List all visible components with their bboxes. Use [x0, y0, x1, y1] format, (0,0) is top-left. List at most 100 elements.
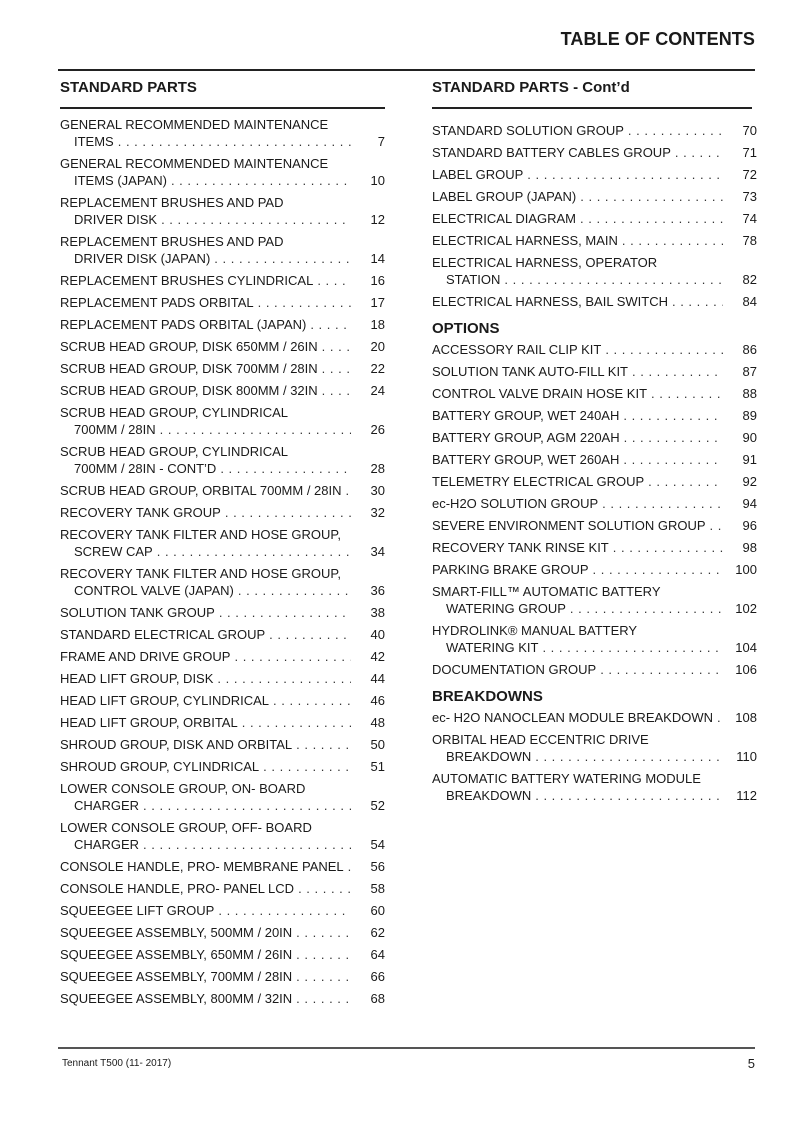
toc-entry[interactable]: SCRUB HEAD GROUP, ORBITAL 700MM / 28IN 30: [60, 479, 385, 501]
dot-leader: [622, 232, 723, 249]
entry-title: CONSOLE HANDLE, PRO- MEMBRANE PANEL: [60, 858, 344, 874]
dot-leader: [225, 504, 351, 521]
entry-line: HEAD LIFT GROUP, ORBITAL 48: [60, 714, 385, 731]
dot-leader: [317, 272, 351, 289]
toc-entry[interactable]: ELECTRICAL HARNESS, BAIL SWITCH 84: [432, 290, 757, 312]
entry-line-continued: SCREW CAP 34: [60, 543, 385, 560]
toc-entry[interactable]: TELEMETRY ELECTRICAL GROUP 92: [432, 470, 757, 492]
toc-entry[interactable]: BATTERY GROUP, AGM 220AH 90: [432, 426, 757, 448]
toc-entry[interactable]: CONSOLE HANDLE, PRO- MEMBRANE PANEL 56: [60, 855, 385, 877]
entry-title: CONTROL VALVE DRAIN HOSE KIT: [432, 385, 648, 401]
entry-line: SCRUB HEAD GROUP, CYLINDRICAL: [60, 443, 385, 460]
toc-entry[interactable]: REPLACEMENT BRUSHES CYLINDRICAL 16: [60, 269, 385, 291]
dot-leader: [602, 495, 723, 512]
toc-entry[interactable]: RECOVERY TANK RINSE KIT 98: [432, 536, 757, 558]
entry-title: SCRUB HEAD GROUP, CYLINDRICAL: [60, 404, 289, 420]
entry-title-continued: SCREW CAP: [74, 543, 153, 559]
toc-entry[interactable]: RECOVERY TANK GROUP 32: [60, 501, 385, 523]
entry-page-number: 112: [736, 787, 757, 803]
entry-title: ELECTRICAL HARNESS, BAIL SWITCH: [432, 293, 668, 309]
dot-leader: [542, 639, 723, 656]
toc-entry[interactable]: SCRUB HEAD GROUP, DISK 650MM / 26IN 20: [60, 335, 385, 357]
toc-entry[interactable]: LABEL GROUP (JAPAN) 73: [432, 185, 757, 207]
toc-entry[interactable]: GENERAL RECOMMENDED MAINTENANCE ITEMS (JA…: [60, 152, 385, 191]
dot-leader: [218, 902, 351, 919]
toc-entry[interactable]: REPLACEMENT BRUSHES AND PAD DRIVER DISK (…: [60, 230, 385, 269]
toc-entry[interactable]: LABEL GROUP 72: [432, 163, 757, 185]
entry-title-continued: CONTROL VALVE (JAPAN): [74, 582, 234, 598]
toc-entry[interactable]: CONSOLE HANDLE, PRO- PANEL LCD 58: [60, 877, 385, 899]
entry-title: BATTERY GROUP, AGM 220AH: [432, 429, 620, 445]
toc-entry[interactable]: SHROUD GROUP, CYLINDRICAL 51: [60, 755, 385, 777]
entry-line-continued: BREAKDOWN 112: [432, 787, 757, 804]
toc-entry[interactable]: RECOVERY TANK FILTER AND HOSE GROUP, SCRE…: [60, 523, 385, 562]
toc-entry[interactable]: ELECTRICAL HARNESS, MAIN 78: [432, 229, 757, 251]
entry-line: REPLACEMENT BRUSHES CYLINDRICAL 16: [60, 272, 385, 289]
dot-leader: [234, 648, 351, 665]
toc-entry[interactable]: PARKING BRAKE GROUP 100: [432, 558, 757, 580]
entry-title-continued: CHARGER: [74, 836, 140, 852]
toc-entry[interactable]: ACCESSORY RAIL CLIP KIT 86: [432, 338, 757, 360]
toc-entry[interactable]: SMART-FILL™ AUTOMATIC BATTERY WATERING GR…: [432, 580, 757, 619]
toc-entry[interactable]: SQUEEGEE ASSEMBLY, 700MM / 28IN 66: [60, 965, 385, 987]
dot-leader: [535, 787, 723, 804]
toc-entry[interactable]: STANDARD SOLUTION GROUP 70: [432, 119, 757, 141]
toc-entry[interactable]: SOLUTION TANK GROUP 38: [60, 601, 385, 623]
entry-line: SCRUB HEAD GROUP, DISK 700MM / 28IN 22: [60, 360, 385, 377]
entry-page-number: 22: [370, 360, 385, 376]
entry-line-continued: ITEMS (JAPAN) 10: [60, 172, 385, 189]
entry-line: RECOVERY TANK FILTER AND HOSE GROUP,: [60, 565, 385, 582]
entry-title: SCRUB HEAD GROUP, ORBITAL 700MM / 28IN: [60, 482, 342, 498]
toc-entry[interactable]: SQUEEGEE ASSEMBLY, 800MM / 32IN 68: [60, 987, 385, 1009]
toc-entry[interactable]: SQUEEGEE LIFT GROUP 60: [60, 899, 385, 921]
toc-entry[interactable]: HEAD LIFT GROUP, DISK 44: [60, 667, 385, 689]
toc-entry[interactable]: HEAD LIFT GROUP, CYLINDRICAL 46: [60, 689, 385, 711]
toc-entry[interactable]: BATTERY GROUP, WET 240AH 89: [432, 404, 757, 426]
entry-line-continued: DRIVER DISK 12: [60, 211, 385, 228]
entry-title: HYDROLINK® MANUAL BATTERY: [432, 622, 638, 638]
toc-entry[interactable]: SCRUB HEAD GROUP, CYLINDRICAL 700MM / 28I…: [60, 440, 385, 479]
toc-entry[interactable]: STANDARD ELECTRICAL GROUP 40: [60, 623, 385, 645]
toc-entry[interactable]: SOLUTION TANK AUTO-FILL KIT 87: [432, 360, 757, 382]
entry-title: SCRUB HEAD GROUP, DISK 700MM / 28IN: [60, 360, 318, 376]
toc-entry[interactable]: STANDARD BATTERY CABLES GROUP 71: [432, 141, 757, 163]
entry-line-continued: ITEMS 7: [60, 133, 385, 150]
entry-line: SQUEEGEE LIFT GROUP 60: [60, 902, 385, 919]
dot-leader: [118, 133, 351, 150]
entry-title: REPLACEMENT PADS ORBITAL: [60, 294, 254, 310]
entry-line: RECOVERY TANK FILTER AND HOSE GROUP,: [60, 526, 385, 543]
toc-entry[interactable]: ELECTRICAL DIAGRAM 74: [432, 207, 757, 229]
toc-entry[interactable]: SQUEEGEE ASSEMBLY, 500MM / 20IN 62: [60, 921, 385, 943]
toc-entry[interactable]: SEVERE ENVIRONMENT SOLUTION GROUP 96: [432, 514, 757, 536]
toc-entry[interactable]: ec-H2O SOLUTION GROUP 94: [432, 492, 757, 514]
toc-entry[interactable]: DOCUMENTATION GROUP 106: [432, 658, 757, 680]
toc-entry[interactable]: AUTOMATIC BATTERY WATERING MODULE BREAKDO…: [432, 767, 757, 806]
entry-title: RECOVERY TANK GROUP: [60, 504, 221, 520]
entry-title-continued: BREAKDOWN: [446, 748, 532, 764]
toc-entry[interactable]: SCRUB HEAD GROUP, DISK 700MM / 28IN 22: [60, 357, 385, 379]
entry-title: DOCUMENTATION GROUP: [432, 661, 597, 677]
toc-entry[interactable]: FRAME AND DRIVE GROUP 42: [60, 645, 385, 667]
toc-entry[interactable]: ec- H2O NANOCLEAN MODULE BREAKDOWN 108: [432, 706, 757, 728]
toc-entry[interactable]: BATTERY GROUP, WET 260AH 91: [432, 448, 757, 470]
toc-entry[interactable]: SQUEEGEE ASSEMBLY, 650MM / 26IN 64: [60, 943, 385, 965]
toc-entry[interactable]: SHROUD GROUP, DISK AND ORBITAL 50: [60, 733, 385, 755]
toc-entry[interactable]: SCRUB HEAD GROUP, DISK 800MM / 32IN 24: [60, 379, 385, 401]
toc-entry[interactable]: REPLACEMENT PADS ORBITAL 17: [60, 291, 385, 313]
toc-entry[interactable]: REPLACEMENT PADS ORBITAL (JAPAN) 18: [60, 313, 385, 335]
toc-entry[interactable]: RECOVERY TANK FILTER AND HOSE GROUP, CONT…: [60, 562, 385, 601]
entry-line: SOLUTION TANK AUTO-FILL KIT 87: [432, 363, 757, 380]
entry-line: SQUEEGEE ASSEMBLY, 500MM / 20IN 62: [60, 924, 385, 941]
toc-entry[interactable]: CONTROL VALVE DRAIN HOSE KIT 88: [432, 382, 757, 404]
entry-line: SHROUD GROUP, DISK AND ORBITAL 50: [60, 736, 385, 753]
toc-entry[interactable]: SCRUB HEAD GROUP, CYLINDRICAL 700MM / 28I…: [60, 401, 385, 440]
toc-entry[interactable]: HEAD LIFT GROUP, ORBITAL 48: [60, 711, 385, 733]
section-heading: BREAKDOWNS: [432, 688, 543, 705]
